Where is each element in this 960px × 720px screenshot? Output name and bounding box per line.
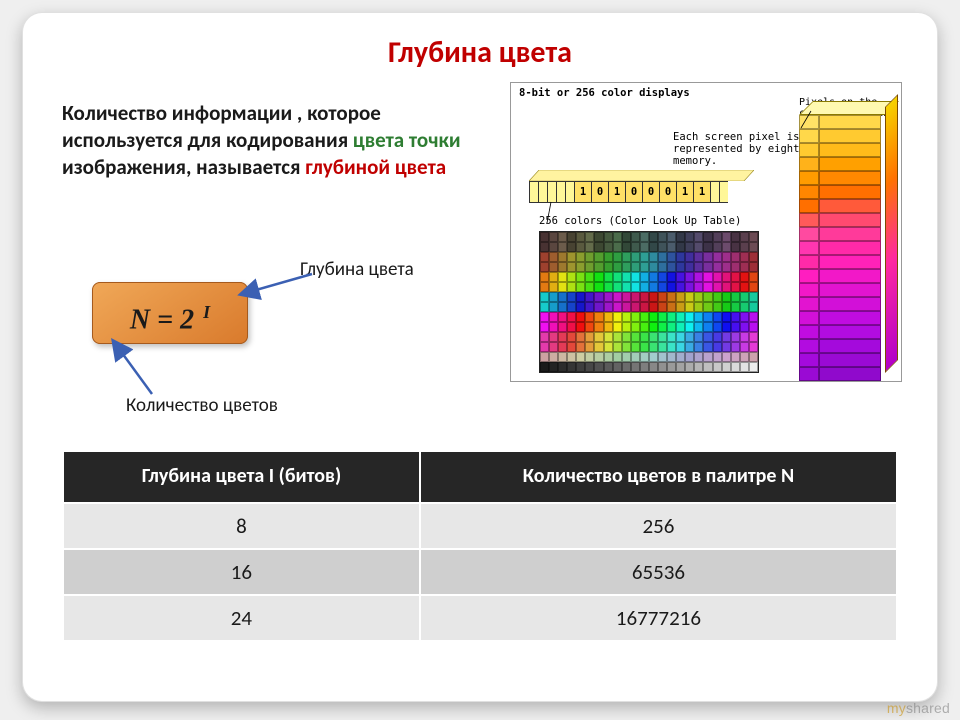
fig-color-block-grid <box>799 115 885 381</box>
formula-exponent: I <box>203 302 210 322</box>
th-colors: Количество цветов в палитре N <box>420 451 897 503</box>
fig-bit-cell: 1 <box>608 181 625 203</box>
fig-bit-cell: 1 <box>676 181 693 203</box>
desc-green1: цвета <box>353 127 404 153</box>
fig-bit-cell: 1 <box>693 181 710 203</box>
fig-title: 8-bit or 256 color displays <box>519 87 690 99</box>
desc-mid2: изображения, называется <box>62 154 305 180</box>
table-row: 24 16777216 <box>63 595 897 641</box>
cell-depth: 8 <box>63 503 420 549</box>
formula-box: N = 2 I <box>92 282 248 344</box>
cell-depth: 16 <box>63 549 420 595</box>
fig-clut-label: 256 colors (Color Look Up Table) <box>539 215 741 227</box>
color-depth-table: Глубина цвета I (битов) Количество цвето… <box>62 450 898 642</box>
table-header-row: Глубина цвета I (битов) Количество цвето… <box>63 451 897 503</box>
fig-color-block <box>799 107 885 373</box>
fig-color-block-top <box>799 101 899 115</box>
watermark-rest: shared <box>906 700 950 716</box>
fig-bitrow-3d-top <box>529 170 754 181</box>
desc-pre: Количество информации , которое использу… <box>62 100 381 153</box>
fig-clut-grid <box>539 231 759 373</box>
desc-green2: точки <box>409 127 461 153</box>
fig-color-block-side <box>885 94 898 373</box>
fig-bit-cell: 0 <box>625 181 642 203</box>
color-displays-figure: 8-bit or 256 color displays Pixels on th… <box>510 82 902 382</box>
cell-colors: 16777216 <box>420 595 897 641</box>
slide-title: Глубина цвета <box>22 12 938 71</box>
label-depth: Глубина цвета <box>300 258 414 281</box>
fig-bit-cell: 0 <box>659 181 676 203</box>
table-row: 16 65536 <box>63 549 897 595</box>
cell-depth: 24 <box>63 595 420 641</box>
fig-bitrow: 10100011 <box>529 181 728 203</box>
label-colors: Количество цветов <box>126 394 278 417</box>
table-row: 8 256 <box>63 503 897 549</box>
definition-text: Количество информации , которое использу… <box>62 100 502 181</box>
th-depth: Глубина цвета I (битов) <box>63 451 420 503</box>
desc-red: глубиной цвета <box>305 154 446 180</box>
slide-panel: Глубина цвета Количество информации , ко… <box>22 12 938 702</box>
watermark-my: my <box>887 700 906 716</box>
arrow-colors <box>114 342 152 394</box>
fig-bit-cell: 0 <box>642 181 659 203</box>
cell-colors: 65536 <box>420 549 897 595</box>
cell-colors: 256 <box>420 503 897 549</box>
fig-bit-cell: 1 <box>574 181 591 203</box>
fig-bit-cell: 0 <box>591 181 608 203</box>
formula-text: N = 2 <box>130 304 201 335</box>
watermark: myshared <box>887 700 950 716</box>
